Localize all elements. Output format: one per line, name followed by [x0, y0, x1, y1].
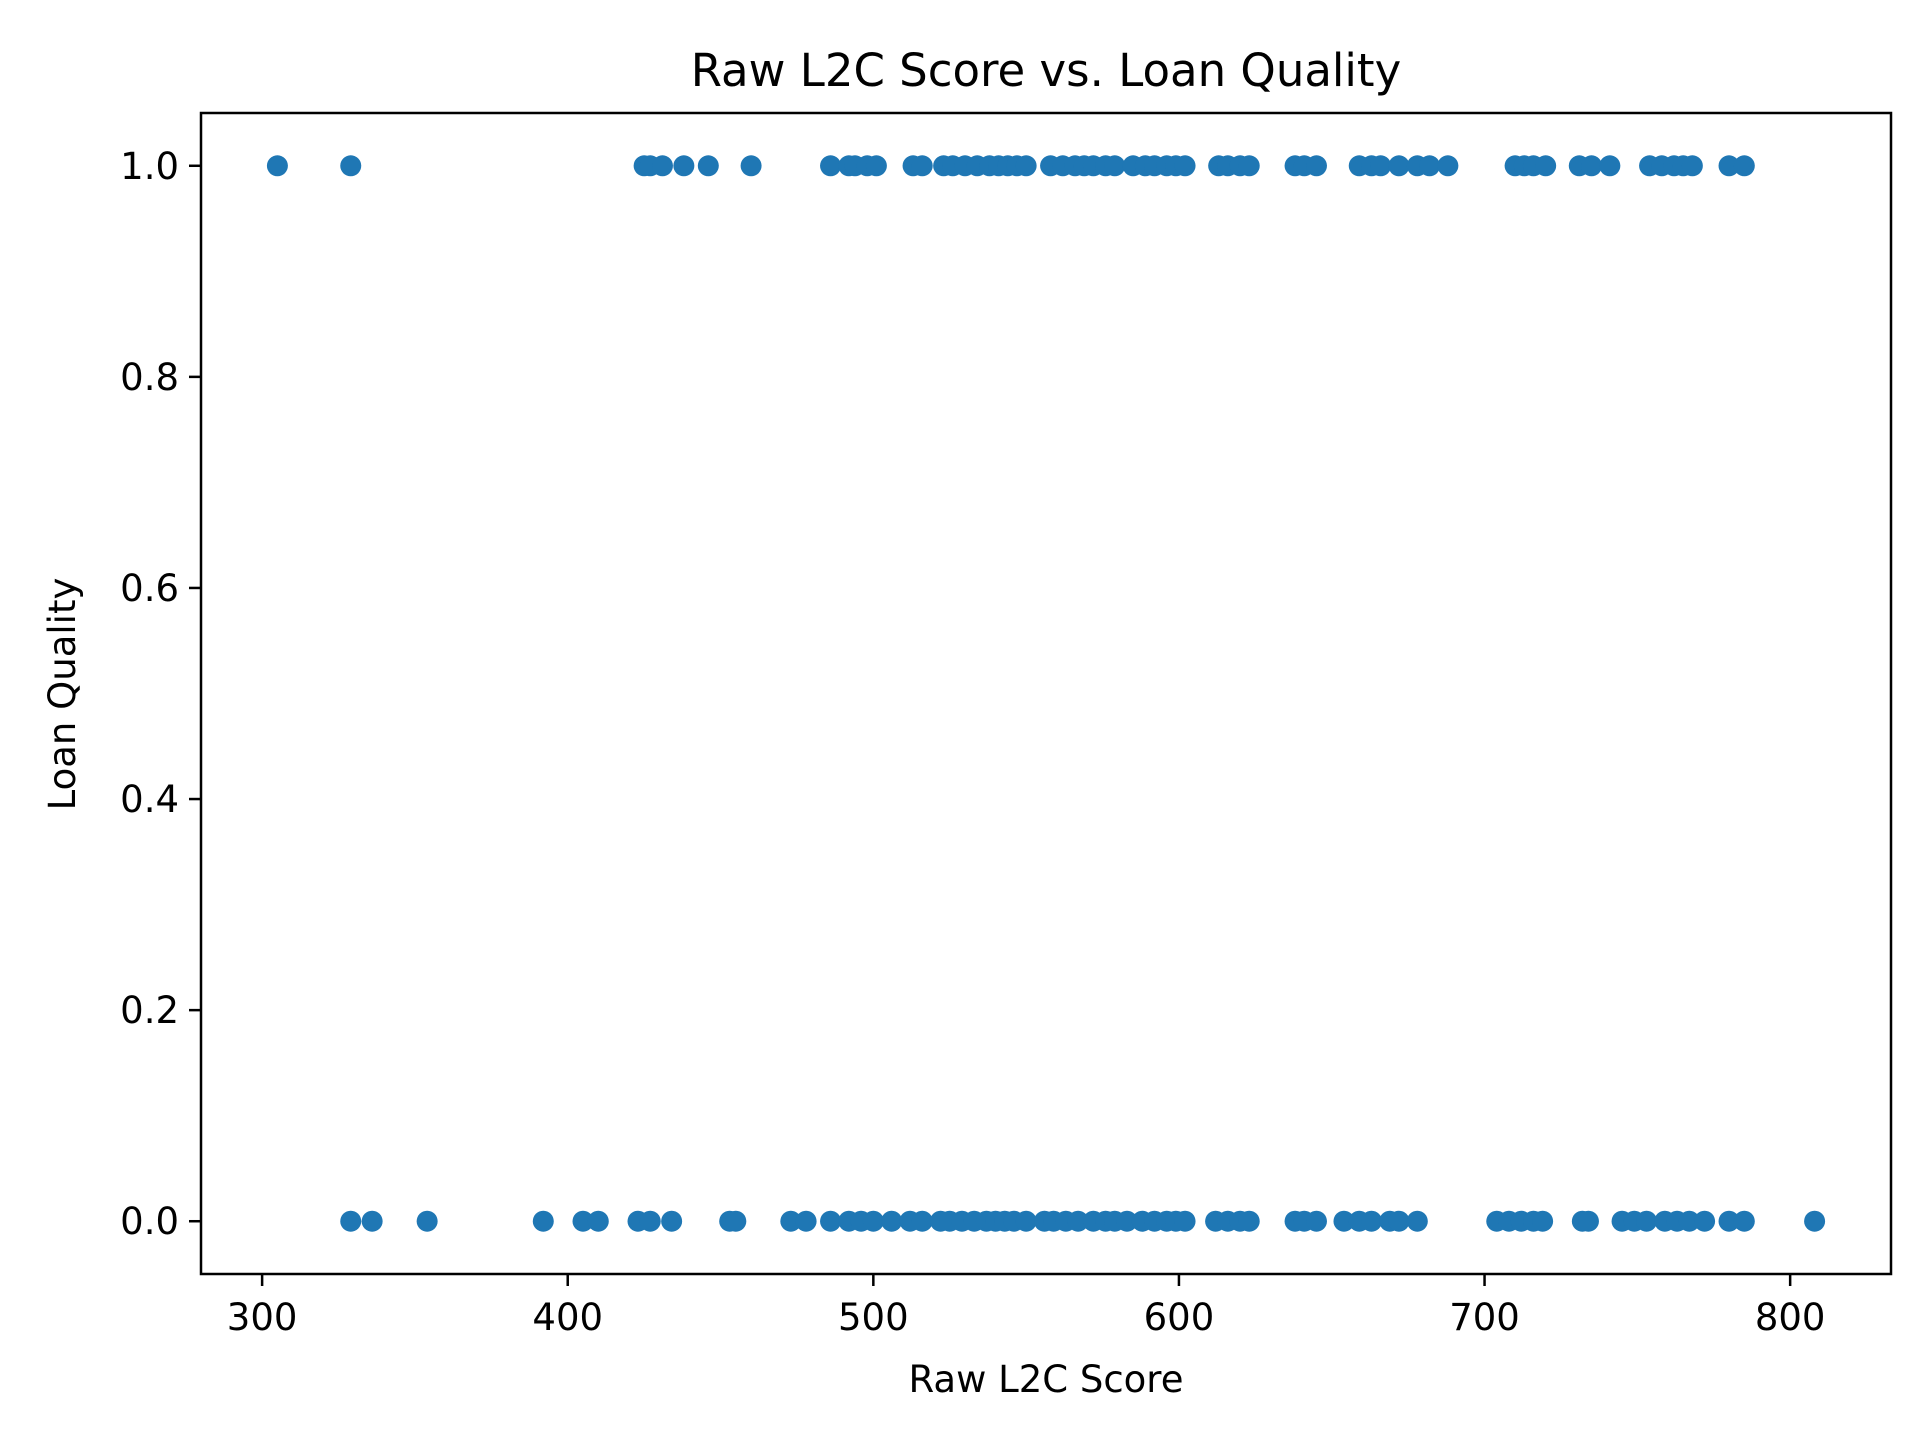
- y-tick-label: 0.0: [120, 1200, 179, 1243]
- data-point: [1532, 1210, 1554, 1232]
- data-point: [820, 155, 842, 177]
- data-point: [340, 155, 362, 177]
- data-point: [1733, 155, 1755, 177]
- y-tick-label: 1.0: [120, 145, 179, 188]
- data-point: [881, 1210, 903, 1232]
- y-axis-label: Loan Quality: [41, 578, 84, 811]
- data-point: [780, 1210, 802, 1232]
- data-point: [572, 1210, 594, 1232]
- data-point: [1333, 1210, 1355, 1232]
- data-point: [1718, 1210, 1740, 1232]
- data-point: [1015, 1210, 1037, 1232]
- data-point: [532, 1210, 554, 1232]
- chart-title: Raw L2C Score vs. Loan Quality: [691, 44, 1401, 97]
- x-tick-label: 500: [838, 1296, 909, 1339]
- data-point: [1067, 1210, 1089, 1232]
- data-point: [911, 155, 933, 177]
- data-point: [673, 155, 695, 177]
- data-point: [795, 1210, 817, 1232]
- y-tick-label: 0.2: [120, 989, 179, 1032]
- y-tick-label: 0.6: [120, 567, 179, 610]
- data-point: [1681, 155, 1703, 177]
- y-axis: 0.0 0.2 0.4 0.6 0.8 1.0: [120, 145, 201, 1243]
- data-point: [1577, 1210, 1599, 1232]
- x-tick-label: 300: [227, 1296, 298, 1339]
- data-point: [1581, 155, 1603, 177]
- data-point: [1437, 155, 1459, 177]
- data-point: [1360, 1210, 1382, 1232]
- data-point: [266, 155, 288, 177]
- data-point: [1406, 1210, 1428, 1232]
- data-point: [587, 1210, 609, 1232]
- data-point: [1733, 1210, 1755, 1232]
- data-point: [1388, 1210, 1410, 1232]
- data-point: [1694, 1210, 1716, 1232]
- data-point: [1305, 155, 1327, 177]
- data-point: [1174, 155, 1196, 177]
- data-point: [1419, 155, 1441, 177]
- data-points: [266, 155, 1826, 1232]
- data-point: [862, 1210, 884, 1232]
- data-point: [1174, 1210, 1196, 1232]
- data-point: [865, 155, 887, 177]
- data-point: [1636, 1210, 1658, 1232]
- plot-frame: [199, 111, 1893, 1276]
- data-point: [651, 155, 673, 177]
- data-point: [416, 1210, 438, 1232]
- data-point: [340, 1210, 362, 1232]
- data-point: [1599, 155, 1621, 177]
- data-point: [1718, 155, 1740, 177]
- x-tick-label: 400: [532, 1296, 603, 1339]
- data-point: [740, 155, 762, 177]
- data-point: [911, 1210, 933, 1232]
- y-tick-label: 0.8: [120, 356, 179, 399]
- y-tick-label: 0.4: [120, 778, 179, 821]
- data-point: [1535, 155, 1557, 177]
- x-axis-label: Raw L2C Score: [909, 1358, 1184, 1401]
- data-point: [661, 1210, 683, 1232]
- data-point: [1388, 155, 1410, 177]
- data-point: [1238, 1210, 1260, 1232]
- x-tick-label: 800: [1755, 1296, 1826, 1339]
- data-point: [1116, 1210, 1138, 1232]
- data-point: [1678, 1210, 1700, 1232]
- data-point: [361, 1210, 383, 1232]
- x-tick-label: 700: [1449, 1296, 1520, 1339]
- data-point: [697, 155, 719, 177]
- data-point: [1804, 1210, 1826, 1232]
- data-point: [1370, 155, 1392, 177]
- x-tick-label: 600: [1144, 1296, 1215, 1339]
- data-point: [820, 1210, 842, 1232]
- data-point: [1104, 155, 1126, 177]
- x-axis: 300 400 500 600 700 800: [227, 1274, 1826, 1339]
- data-point: [725, 1210, 747, 1232]
- data-point: [1015, 155, 1037, 177]
- data-point: [1305, 1210, 1327, 1232]
- data-point: [639, 1210, 661, 1232]
- plot-area: [199, 111, 1893, 1276]
- data-point: [1238, 155, 1260, 177]
